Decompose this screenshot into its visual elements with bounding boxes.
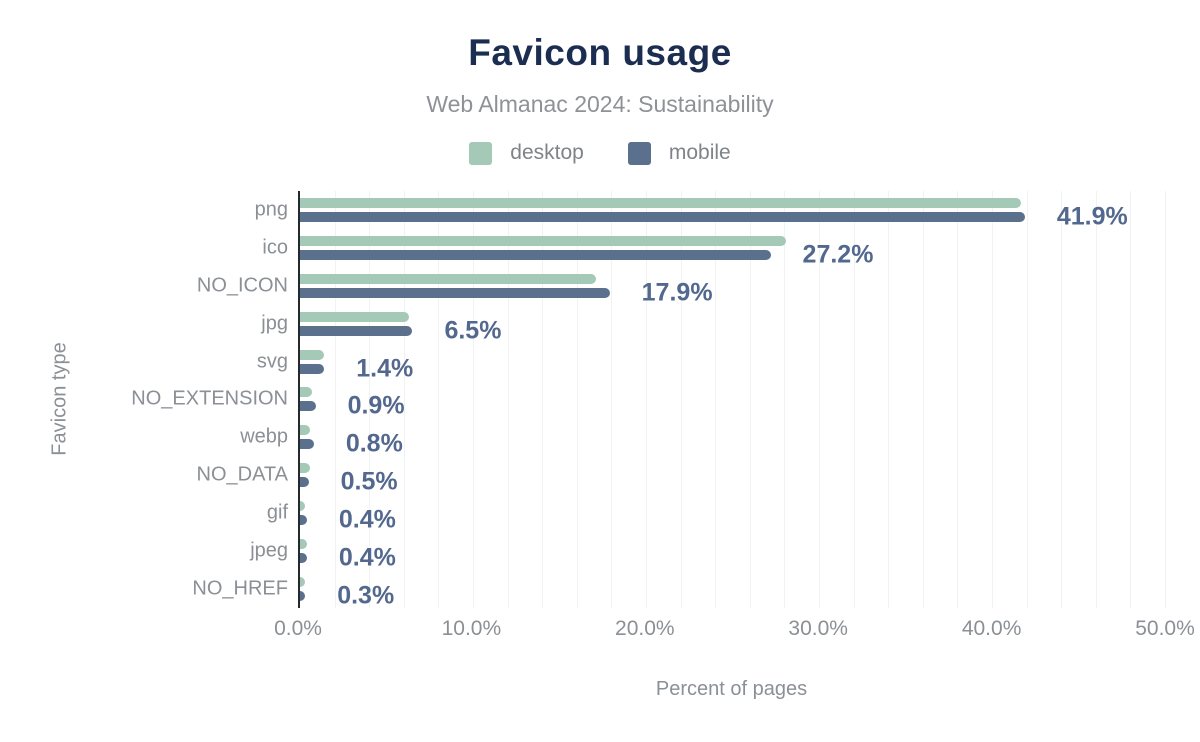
bar-mobile-NO_EXTENSION[interactable] <box>300 401 316 412</box>
bar-mobile-png[interactable] <box>300 211 1025 222</box>
bar-desktop-NO_HREF[interactable] <box>300 577 306 588</box>
data-label-jpeg: 0.4% <box>338 543 396 572</box>
data-label-NO_DATA: 0.5% <box>340 467 398 496</box>
bar-row-NO_ICON: NO_ICON 17.9% <box>197 267 1165 307</box>
bar-row-jpeg: jpeg 0.4% <box>250 532 1165 572</box>
gridline <box>1165 191 1166 608</box>
bar-desktop-svg[interactable] <box>300 349 325 360</box>
data-label-ico: 27.2% <box>802 240 874 269</box>
category-label: NO_ICON <box>196 274 288 297</box>
legend-label-desktop: desktop <box>510 141 584 164</box>
legend-swatch-desktop <box>469 141 493 165</box>
bar-row-svg: svg 1.4% <box>257 343 1165 383</box>
chart-title: Favicon usage <box>468 32 732 73</box>
bar-row-NO_HREF: NO_HREF 0.3% <box>192 570 1165 610</box>
x-tick-label: 50.0% <box>1135 617 1195 640</box>
bar-desktop-NO_EXTENSION[interactable] <box>300 387 313 398</box>
category-label: NO_HREF <box>192 577 288 600</box>
data-label-svg: 1.4% <box>356 354 414 383</box>
bar-desktop-gif[interactable] <box>300 501 306 512</box>
data-label-jpg: 6.5% <box>444 316 502 345</box>
category-label: webp <box>240 425 288 448</box>
data-label-NO_HREF: 0.3% <box>337 581 395 610</box>
bar-desktop-ico[interactable] <box>300 235 787 246</box>
category-label: jpeg <box>250 539 288 562</box>
legend-swatch-mobile <box>627 141 651 165</box>
x-tick-label: 30.0% <box>788 617 848 640</box>
bar-desktop-png[interactable] <box>300 197 1022 208</box>
x-tick-label: 40.0% <box>961 617 1022 640</box>
x-tick-label: 10.0% <box>441 617 502 640</box>
bar-row-NO_DATA: NO_DATA 0.5% <box>197 456 1165 496</box>
bar-mobile-ico[interactable] <box>300 249 771 260</box>
bar-mobile-webp[interactable] <box>300 439 314 450</box>
category-label: NO_EXTENSION <box>131 387 288 410</box>
plot-area: png 41.9% ico 27.2% NO_ICON 17.9% jpg 6.5% svg 1.… <box>131 191 1166 610</box>
bar-row-gif: gif 0.4% <box>267 494 1165 534</box>
data-label-webp: 0.8% <box>345 429 403 458</box>
legend: desktop mobile <box>0 141 1200 165</box>
category-label: gif <box>266 501 288 524</box>
legend-item-desktop: desktop <box>469 141 584 165</box>
bar-row-ico: ico 27.2% <box>262 229 1165 269</box>
bar-desktop-NO_DATA[interactable] <box>300 463 311 474</box>
bar-row-jpg: jpg 6.5% <box>261 305 1165 345</box>
x-axis-title: Percent of pages <box>655 678 808 700</box>
legend-item-mobile: mobile <box>627 141 731 165</box>
bar-mobile-svg[interactable] <box>300 363 325 374</box>
x-tick-label: 20.0% <box>615 617 675 640</box>
bar-desktop-NO_ICON[interactable] <box>300 273 596 284</box>
category-label: png <box>254 198 288 221</box>
category-label: svg <box>256 350 288 373</box>
bar-mobile-NO_ICON[interactable] <box>300 287 610 298</box>
data-label-NO_ICON: 17.9% <box>641 278 713 307</box>
y-axis-title: Favicon type <box>48 342 71 456</box>
bar-row-webp: webp 0.8% <box>240 418 1165 458</box>
data-label-png: 41.9% <box>1056 202 1128 231</box>
legend-label-mobile: mobile <box>668 141 731 164</box>
bar-row-NO_EXTENSION: NO_EXTENSION 0.9% <box>131 381 1165 420</box>
bar-mobile-NO_DATA[interactable] <box>300 477 309 488</box>
bar-mobile-gif[interactable] <box>300 515 307 526</box>
bar-mobile-jpg[interactable] <box>300 325 413 336</box>
bar-desktop-jpeg[interactable] <box>300 539 307 550</box>
data-label-NO_EXTENSION: 0.9% <box>347 391 405 420</box>
bar-mobile-jpeg[interactable] <box>300 553 307 564</box>
bar-row-png: png 41.9% <box>255 191 1165 231</box>
data-label-gif: 0.4% <box>338 505 396 534</box>
category-label: ico <box>262 236 288 259</box>
x-tick-label: 0.0% <box>274 617 322 640</box>
chart-subtitle: Web Almanac 2024: Sustainability <box>426 91 774 117</box>
x-axis-ticks: 0.0% 10.0% 20.0% 30.0% 40.0% 50.0% <box>274 617 1195 643</box>
bar-mobile-NO_HREF[interactable] <box>300 591 306 602</box>
bar-rows: png 41.9% ico 27.2% NO_ICON 17.9% jpg 6.5% svg 1.… <box>131 191 1165 610</box>
bar-desktop-jpg[interactable] <box>300 311 409 322</box>
bar-desktop-webp[interactable] <box>300 425 311 436</box>
category-label: NO_DATA <box>196 463 289 486</box>
category-label: jpg <box>261 312 288 335</box>
